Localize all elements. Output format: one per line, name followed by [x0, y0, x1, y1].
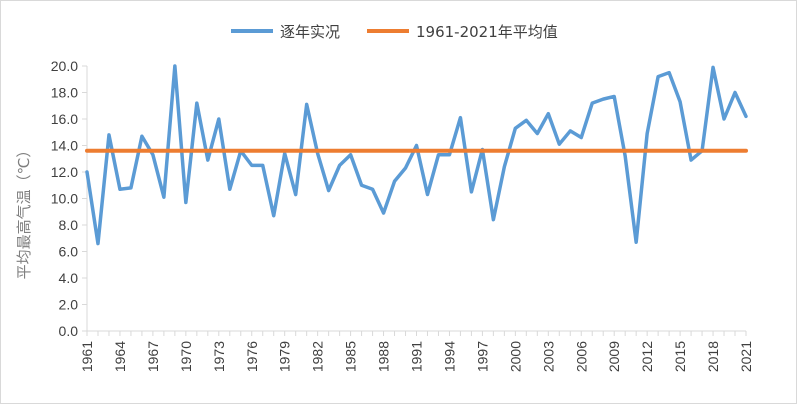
x-tick-label: 1985: [343, 341, 359, 372]
x-tick-label: 1967: [145, 341, 161, 372]
x-axis: 1961 1964 1967 1970 1973 1976 1979 1982 1985 1988…: [79, 330, 754, 372]
x-tick-label: 1970: [178, 341, 194, 372]
y-tick-label: 20.0: [51, 58, 78, 74]
x-tick-label: 1994: [441, 341, 457, 372]
y-tick-label: 14.0: [51, 138, 78, 154]
y-tick-label: 18.0: [51, 85, 78, 101]
legend: 逐年实况 1961-2021年平均值: [231, 23, 558, 41]
x-tick-label: 1997: [474, 341, 490, 372]
x-tick-label: 2006: [573, 341, 589, 372]
y-tick-label: 2.0: [59, 297, 79, 313]
y-axis: 0.0 2.0 4.0 6.0 8.0 10.0 12.0 14.0 16.0 18.0 20.0: [51, 58, 88, 339]
series-line-observed: [85, 64, 748, 246]
y-tick-label: 0.0: [59, 323, 79, 339]
x-tick-label: 2015: [672, 341, 688, 372]
x-tick-label: 1976: [244, 341, 260, 372]
x-tick-label: 1982: [310, 341, 326, 372]
x-tick-label: 2000: [507, 341, 523, 372]
legend-label-average: 1961-2021年平均值: [416, 23, 558, 41]
y-tick-label: 12.0: [51, 164, 78, 180]
x-tick-label: 1988: [376, 341, 392, 372]
x-tick-label: 1991: [409, 341, 425, 372]
y-tick-label: 8.0: [59, 217, 79, 233]
y-tick-label: 10.0: [51, 191, 78, 207]
x-tick-label: 1979: [277, 341, 293, 372]
x-tick-label: 1973: [211, 341, 227, 372]
y-tick-label: 16.0: [51, 111, 78, 127]
x-tick-label: 2012: [639, 341, 655, 372]
x-tick-label: 2003: [540, 341, 556, 372]
y-tick-label: 4.0: [59, 270, 79, 286]
legend-label-observed: 逐年实况: [280, 23, 340, 41]
x-tick-label: 2018: [705, 341, 721, 372]
x-tick-label: 1964: [112, 341, 128, 372]
plot-area: [85, 64, 748, 246]
x-tick-label: 2009: [606, 341, 622, 372]
y-tick-label: 6.0: [59, 244, 79, 260]
x-tick-label: 1961: [79, 341, 95, 372]
x-tick-label: 2021: [738, 341, 754, 372]
y-axis-title: 平均最高气温（℃）: [15, 143, 33, 280]
